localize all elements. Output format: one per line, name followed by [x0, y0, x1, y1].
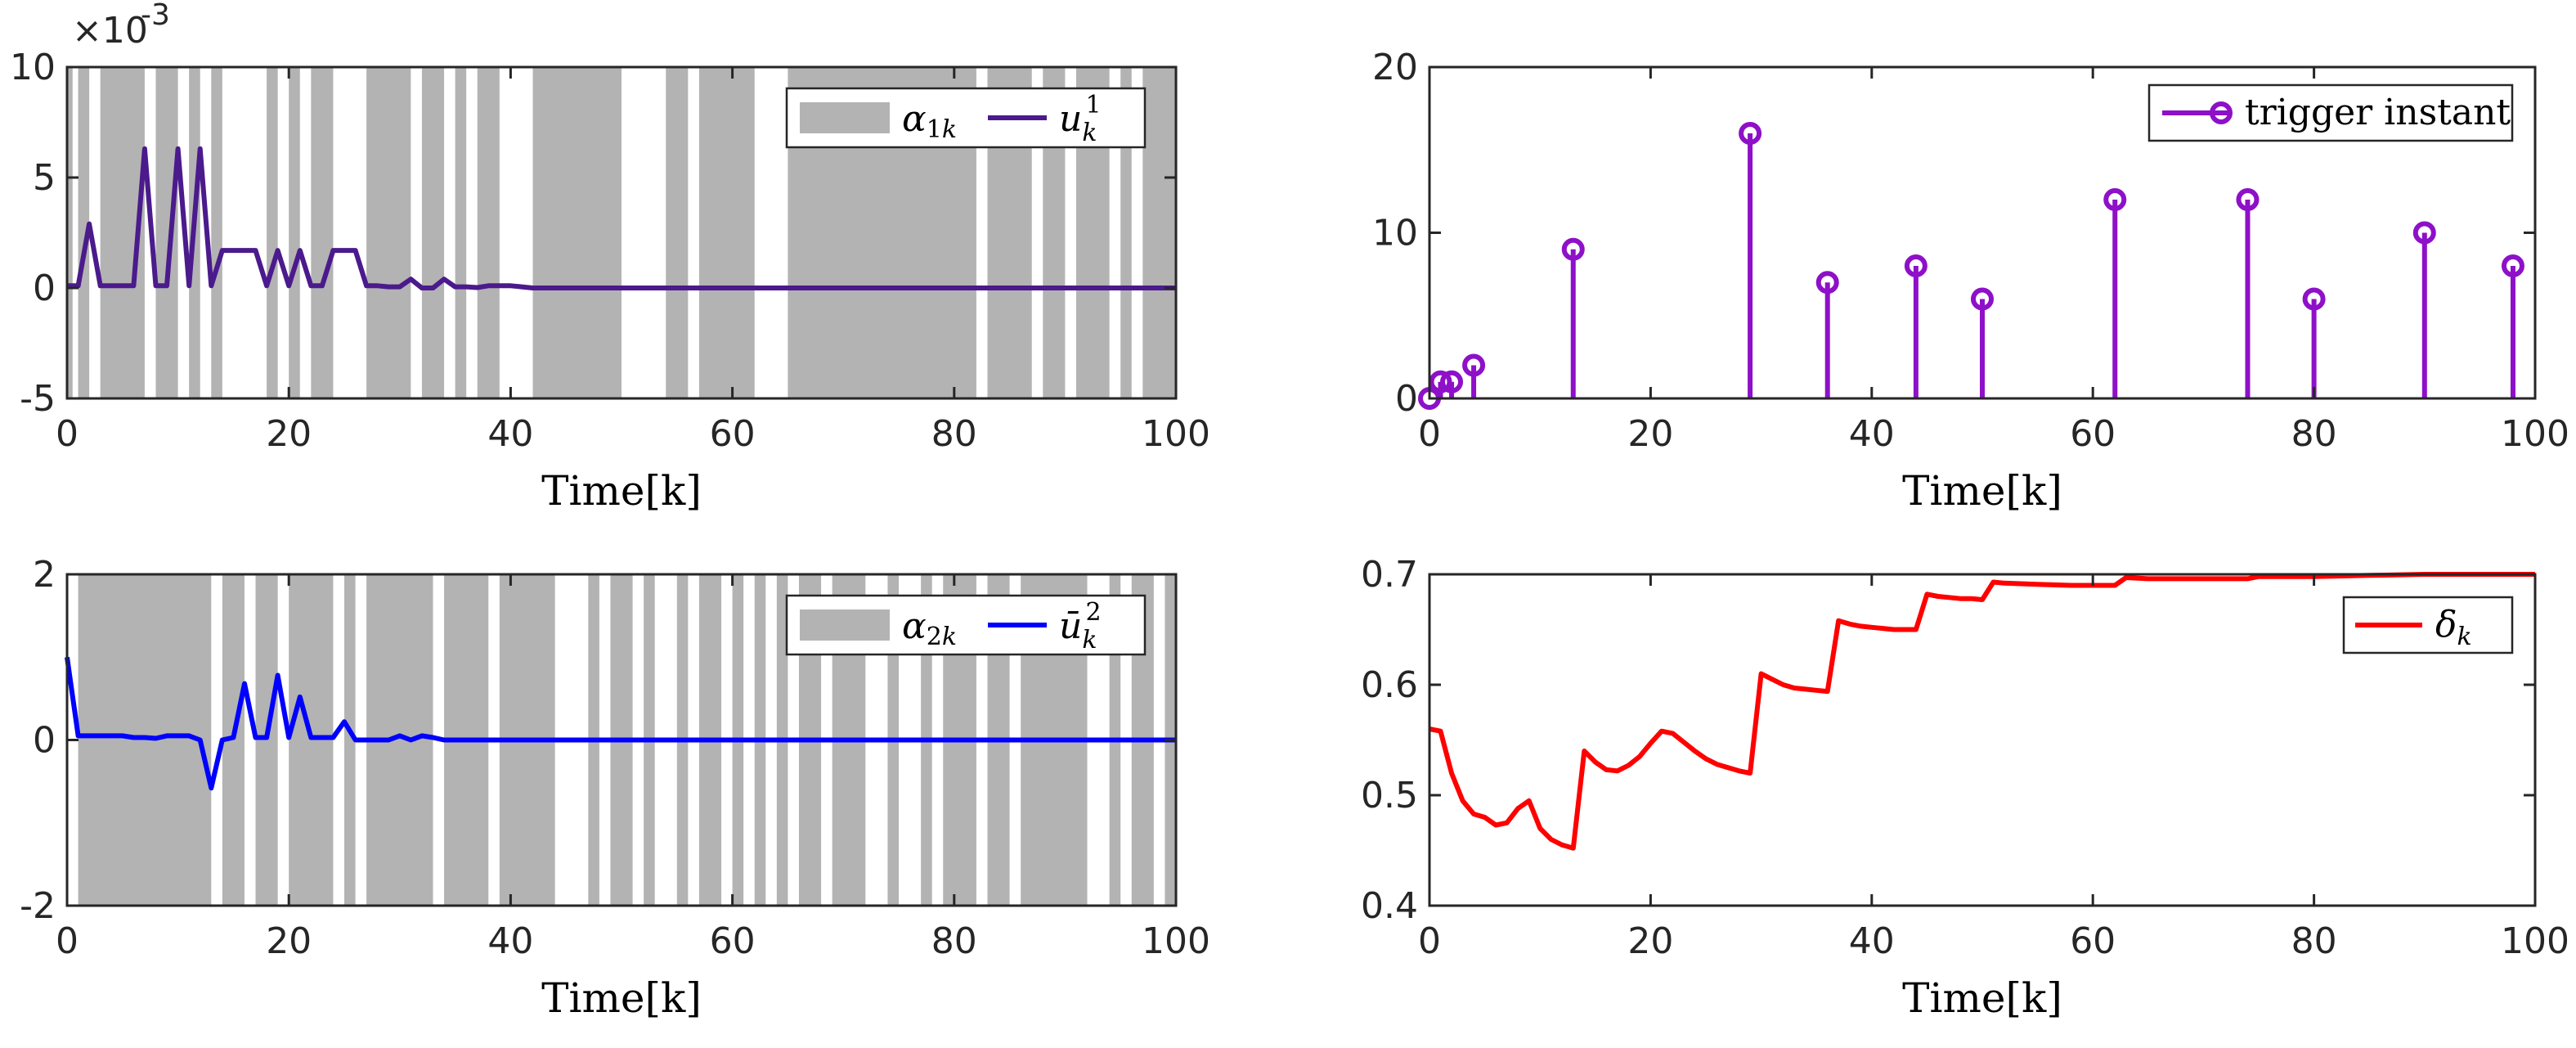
- x-tick-label: 100: [1142, 413, 1210, 455]
- band-4: [344, 574, 356, 906]
- band-10: [421, 67, 445, 398]
- band-15: [698, 67, 755, 398]
- band-12: [477, 67, 500, 398]
- x-tick-label: 40: [487, 920, 533, 962]
- y-tick-label: 10: [10, 47, 56, 88]
- exponent-power: -3: [141, 0, 170, 32]
- band-0: [67, 67, 73, 398]
- x-tick-label: 0: [1418, 413, 1441, 455]
- stem-marker-3: [1462, 353, 1486, 377]
- x-axis-label: Time[k]: [1902, 467, 2062, 515]
- stem-marker-8: [1971, 287, 1994, 311]
- x-tick-label: 40: [1849, 920, 1895, 962]
- band-14: [666, 67, 689, 398]
- y-tick-label: 0: [33, 720, 56, 762]
- x-tick-label: 80: [2291, 413, 2337, 455]
- chart-top-right: 0 10 20 0 20 40 60 80 100 Time[k] trigger insta…: [1372, 47, 2569, 515]
- legend: α1k uk1: [785, 87, 1147, 149]
- legend-band-swatch: [800, 102, 890, 133]
- legend-band-swatch: [800, 609, 890, 641]
- y-tick-label: 0.5: [1361, 775, 1418, 816]
- band-6: [267, 67, 278, 398]
- y-tick-label: 2: [33, 554, 56, 596]
- x-tick-label: 60: [710, 413, 756, 455]
- x-tick-label: 20: [266, 920, 312, 962]
- stem-marker-9: [2103, 188, 2127, 211]
- x-tick-label: 80: [2291, 920, 2337, 962]
- exponent-label: ×10: [72, 10, 148, 52]
- x-tick-label: 20: [1627, 413, 1673, 455]
- alpha1k-bands: [67, 67, 1176, 398]
- x-tick-label: 60: [2070, 920, 2116, 962]
- x-tick-label: 100: [1142, 920, 1210, 962]
- x-tick-label: 0: [56, 413, 79, 455]
- stem-marker-10: [2236, 188, 2260, 211]
- stem-marker-4: [1561, 237, 1585, 261]
- band-3: [155, 67, 178, 398]
- y-tick-label: 0.6: [1361, 664, 1418, 706]
- legend: trigger instant: [2147, 83, 2514, 142]
- x-tick-label: 40: [487, 413, 533, 455]
- axes-frame: [65, 65, 1178, 400]
- y-tick-label: -5: [20, 378, 56, 420]
- band-5: [211, 67, 222, 398]
- legend: δk: [2342, 596, 2514, 654]
- x-tick-label: 100: [2501, 413, 2569, 455]
- x-tick-label: 0: [1418, 920, 1441, 962]
- x-tick-label: 60: [710, 920, 756, 962]
- band-20: [1120, 67, 1132, 398]
- x-axis-label: Time[k]: [541, 974, 702, 1022]
- chart-bottom-right: 0.4 0.5 0.6 0.7 0 20 40 60 80 100 Time[k] δk: [1361, 554, 2569, 1022]
- trigger-instant-stems: [1418, 122, 2524, 410]
- band-1: [78, 67, 90, 398]
- band-13: [532, 67, 622, 398]
- stem-marker-7: [1904, 254, 1928, 277]
- y-tick-label: 0.7: [1361, 554, 1418, 596]
- band-9: [366, 67, 411, 398]
- y-tick-label: 0: [33, 268, 56, 309]
- x-tick-label: 20: [266, 413, 312, 455]
- y-tick-label: 0.4: [1361, 885, 1418, 927]
- legend: α2k ūk2: [785, 594, 1147, 656]
- y-tick-label: 10: [1372, 213, 1418, 254]
- stem-marker-11: [2302, 287, 2326, 311]
- x-tick-label: 40: [1849, 413, 1895, 455]
- band-11: [455, 67, 467, 398]
- stem-marker-2: [1440, 370, 1464, 394]
- x-tick-label: 0: [56, 920, 79, 962]
- y-tick-label: -2: [20, 885, 56, 927]
- x-tick-label: 80: [931, 920, 977, 962]
- stem-marker-6: [1815, 271, 1839, 295]
- stem-marker-13: [2501, 254, 2524, 277]
- chart-bottom-left: -202 0 20 40 60 80 100 Time[k] α2k ūk2: [20, 554, 1210, 1022]
- legend-label-u2k: ūk2: [1059, 598, 1102, 654]
- band-21: [1142, 67, 1176, 398]
- axes-frame: [1428, 573, 2537, 907]
- x-tick-label: 100: [2501, 920, 2569, 962]
- x-tick-label: 60: [2070, 413, 2116, 455]
- legend-marker-swatch: [2210, 101, 2233, 124]
- band-7: [289, 67, 300, 398]
- u1k-series-line: [67, 146, 1176, 290]
- legend-label-trigger-instant: trigger instant: [2245, 92, 2511, 133]
- legend-label-u1k: uk1: [1059, 91, 1102, 147]
- x-axis-label: Time[k]: [541, 467, 702, 515]
- u2k-series-line: [65, 656, 1176, 791]
- stem-marker-5: [1739, 122, 1762, 145]
- stem-marker-12: [2412, 221, 2436, 245]
- x-axis-label: Time[k]: [1902, 974, 2062, 1022]
- y-tick-label: 20: [1372, 47, 1418, 88]
- band-8: [311, 67, 334, 398]
- x-tick-label: 80: [931, 413, 977, 455]
- x-tick-label: 20: [1627, 920, 1673, 962]
- y-tick-label: 0: [1395, 378, 1418, 420]
- y-tick-label: 5: [33, 157, 56, 199]
